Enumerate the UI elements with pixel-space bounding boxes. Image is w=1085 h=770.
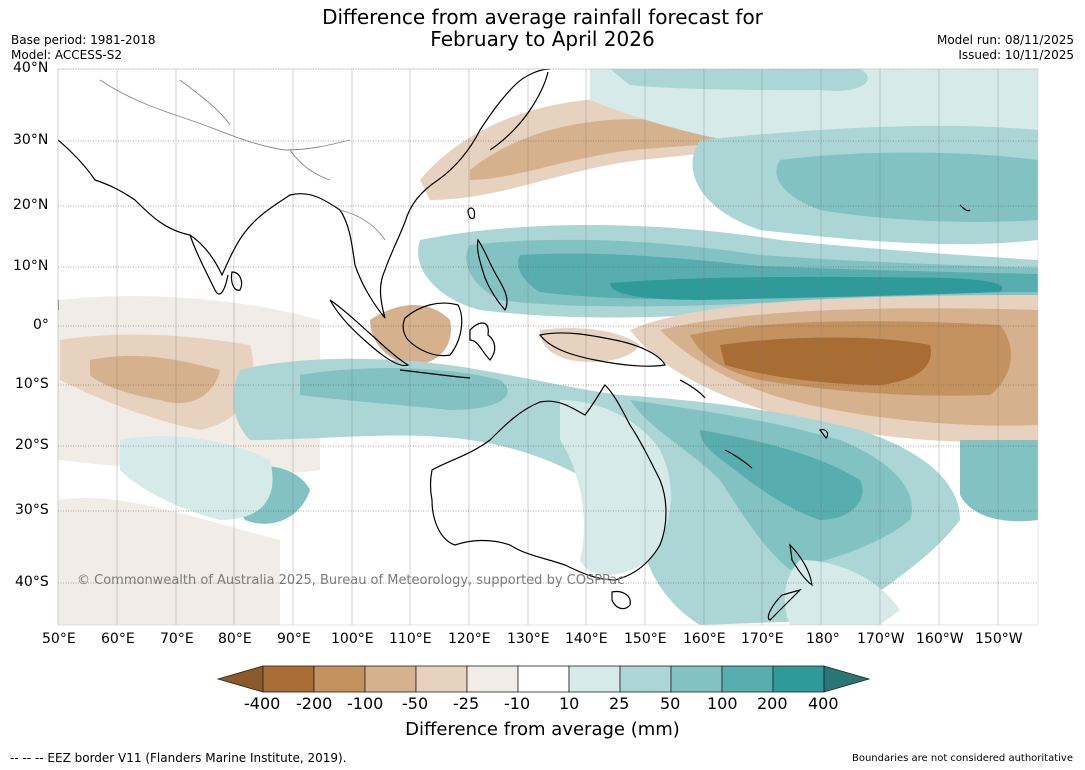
lon-label-160w: 160°W bbox=[916, 631, 964, 647]
map-title-line1: Difference from average rainfall forecas… bbox=[322, 5, 763, 29]
lon-label-140e: 140°E bbox=[565, 631, 608, 647]
lon-label-80e: 80°E bbox=[218, 631, 252, 647]
lon-label-50e: 50°E bbox=[42, 631, 76, 647]
lat-label-10n: 10°N bbox=[13, 258, 49, 274]
colorbar bbox=[216, 665, 871, 693]
model-name: Model: ACCESS-S2 bbox=[11, 48, 123, 62]
colorbar-tick-11: 400 bbox=[808, 694, 839, 713]
lon-label-150e: 150°E bbox=[624, 631, 667, 647]
colorbar-tick-1: -200 bbox=[296, 694, 333, 713]
rainfall-shading bbox=[58, 69, 1038, 625]
colorbar-swatch bbox=[466, 665, 519, 693]
colorbar-swatch bbox=[772, 665, 825, 693]
lon-label-110e: 110°E bbox=[389, 631, 432, 647]
colorbar-tick-2: -100 bbox=[347, 694, 384, 713]
lon-label-120e: 120°E bbox=[448, 631, 491, 647]
colorbar-extend-low bbox=[216, 665, 264, 693]
lat-label-40n: 40°N bbox=[13, 60, 49, 76]
lon-label-160e: 160°E bbox=[683, 631, 726, 647]
lon-label-170w: 170°W bbox=[857, 631, 905, 647]
lon-label-60e: 60°E bbox=[101, 631, 135, 647]
colorbar-swatch bbox=[313, 665, 366, 693]
boundaries-disclaimer: Boundaries are not considered authoritat… bbox=[851, 753, 1073, 764]
lat-label-10s: 10°S bbox=[15, 376, 49, 392]
map-frame bbox=[57, 68, 1039, 626]
lon-label-70e: 70°E bbox=[160, 631, 194, 647]
lon-label-180: 180° bbox=[806, 631, 840, 647]
issued-date: Issued: 10/11/2025 bbox=[958, 48, 1074, 62]
lon-label-90e: 90°E bbox=[277, 631, 311, 647]
colorbar-tick-4: -25 bbox=[453, 694, 480, 713]
colorbar-swatch bbox=[415, 665, 468, 693]
lat-label-0: 0° bbox=[33, 317, 49, 333]
lat-label-20s: 20°S bbox=[15, 437, 49, 453]
map-title-line2: February to April 2026 bbox=[430, 27, 655, 51]
colorbar-swatch bbox=[517, 665, 570, 693]
colorbar-tick-7: 25 bbox=[609, 694, 630, 713]
copyright-notice: © Commonwealth of Australia 2025, Bureau… bbox=[77, 573, 625, 588]
colorbar-title: Difference from average (mm) bbox=[405, 719, 680, 740]
colorbar-tick-5: -10 bbox=[504, 694, 531, 713]
lat-label-30s: 30°S bbox=[15, 502, 49, 518]
colorbar-swatch bbox=[619, 665, 672, 693]
colorbar-extend-high bbox=[823, 665, 871, 693]
colorbar-tick-3: -50 bbox=[402, 694, 429, 713]
eez-legend: -- -- -- EEZ border V11 (Flanders Marine… bbox=[10, 751, 347, 765]
model-run: Model run: 08/11/2025 bbox=[936, 33, 1074, 47]
lat-label-20n: 20°N bbox=[13, 197, 49, 213]
lon-label-130e: 130°E bbox=[507, 631, 550, 647]
colorbar-tick-6: 10 bbox=[559, 694, 580, 713]
lon-label-150w: 150°W bbox=[975, 631, 1023, 647]
base-period: Base period: 1981-2018 bbox=[11, 33, 156, 47]
lat-label-40s: 40°S bbox=[15, 574, 49, 590]
lon-label-170e: 170°E bbox=[741, 631, 784, 647]
colorbar-swatch bbox=[364, 665, 417, 693]
colorbar-swatch bbox=[568, 665, 621, 693]
coastlines bbox=[58, 69, 971, 621]
colorbar-tick-0: -400 bbox=[244, 694, 281, 713]
colorbar-tick-10: 200 bbox=[757, 694, 788, 713]
lat-label-30n: 30°N bbox=[13, 132, 49, 148]
colorbar-swatch bbox=[262, 665, 315, 693]
colorbar-swatch bbox=[670, 665, 723, 693]
colorbar-tick-9: 100 bbox=[707, 694, 738, 713]
country-borders bbox=[99, 79, 386, 241]
colorbar-tick-8: 50 bbox=[660, 694, 681, 713]
colorbar-swatch bbox=[721, 665, 774, 693]
lon-label-100e: 100°E bbox=[331, 631, 374, 647]
